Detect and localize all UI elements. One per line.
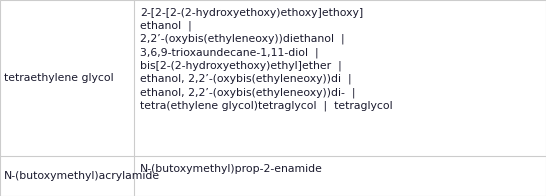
Text: tetraethylene glycol: tetraethylene glycol xyxy=(4,73,114,83)
Text: N-(butoxymethyl)prop-2-enamide: N-(butoxymethyl)prop-2-enamide xyxy=(140,164,323,174)
Text: 2-[2-[2-(2-hydroxyethoxy)ethoxy]ethoxy]
ethanol  |
2,2’-(oxybis(ethyleneoxy))die: 2-[2-[2-(2-hydroxyethoxy)ethoxy]ethoxy] … xyxy=(140,8,393,111)
Text: N-(butoxymethyl)acrylamide: N-(butoxymethyl)acrylamide xyxy=(4,171,161,181)
